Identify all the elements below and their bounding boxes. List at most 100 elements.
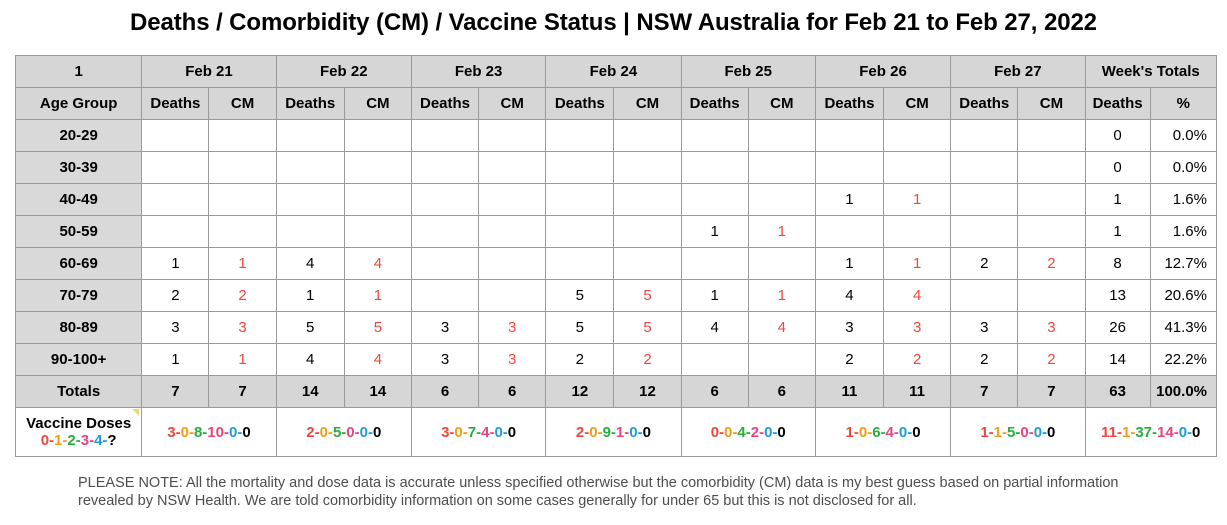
dose-sequence: 3-0-7-4-0-0 [441,424,516,441]
dose-separator: - [449,423,455,441]
cm-cell [747,119,816,152]
dose-count: 8 [193,423,203,441]
deaths-cell [545,151,615,184]
deaths-cell [141,151,210,184]
deaths-cell: 5 [545,311,615,344]
cm-total-cell: 11 [883,375,952,408]
deaths-cell [950,215,1019,248]
disclaimer-note: PLEASE NOTE: All the mortality and dose … [78,475,1119,509]
dose-separator: - [223,423,229,441]
age-group-cell: 30-39 [14,151,143,184]
dose-separator: - [893,423,899,441]
vaccine-doses-label: Vaccine Doses [26,415,132,432]
cm-cell: 1 [883,247,952,280]
day-doses-cell: 2-0-5-0-0-0 [275,407,412,457]
dose-separator: - [988,423,994,441]
cm-cell [478,247,547,280]
deaths-header: Deaths [410,87,480,120]
deaths-cell [680,119,749,152]
day-header: Feb 24 [545,55,682,88]
week-deaths-cell: 14 [1084,343,1151,376]
deaths-cell [814,215,885,248]
day-doses-cell: 1-0-6-4-0-0 [814,407,952,457]
dose-separator: - [188,423,194,441]
deaths-cell: 4 [275,343,345,376]
dose-count: 0 [764,423,773,441]
dose-sequence: 0-0-4-2-0-0 [711,424,786,441]
dose-count: 3 [167,423,176,441]
deaths-cell [275,119,345,152]
dose-separator: - [476,423,482,441]
deaths-cell: 3 [141,311,210,344]
dose-count: 1 [615,423,625,441]
table-row: 50-59 1 1 1 1.6% [14,215,1218,248]
dose-count: 0 [507,423,517,441]
deaths-cell [275,183,345,216]
deaths-cell [814,151,885,184]
dose-count: 9 [602,423,611,441]
dose-count: 0 [372,423,382,441]
dose-separator: - [367,423,373,441]
deaths-cell: 2 [141,279,210,312]
deaths-cell [545,247,615,280]
cm-cell [478,215,547,248]
cm-header: CM [478,87,547,120]
week-deaths-cell: 1 [1084,183,1151,216]
pct-cell: 1.6% [1149,215,1218,248]
day-header: Feb 21 [141,55,277,88]
dose-count: 4 [94,432,103,449]
dose-count: 0 [454,423,463,441]
deaths-cell [545,183,615,216]
dose-count: 1 [845,423,854,441]
deaths-cell: 1 [680,279,749,312]
cm-cell [613,119,682,152]
dose-count: 0 [40,432,50,449]
deaths-header: Deaths [814,87,885,120]
dose-sequence: 2-0-5-0-0-0 [306,424,381,441]
dose-count: 5 [332,423,342,441]
table-row: 20-29 0 0.0% [14,119,1218,152]
dose-separator: - [1187,423,1193,441]
week-deaths-cell: 13 [1084,279,1151,312]
dose-separator: - [610,423,616,441]
dose-count: 1 [980,423,989,441]
age-group-cell: 20-29 [14,119,143,152]
pct-cell: 0.0% [1149,119,1218,152]
deaths-cell: 3 [814,311,885,344]
dose-count: 10 [207,423,224,441]
deaths-cell [410,119,480,152]
pct-cell: 12.7% [1149,247,1218,280]
cm-header: CM [343,87,412,120]
dose-sequence: 3-0-8-10-0-0 [167,424,250,441]
cm-cell: 1 [208,247,277,280]
cm-header: CM [613,87,682,120]
cm-cell [478,183,547,216]
dose-count: 0 [710,423,720,441]
cm-cell [613,183,682,216]
dose-legend: 0-1-2-3-4-? [16,432,141,449]
deaths-cell [950,183,1019,216]
deaths-header: Deaths [680,87,749,120]
dose-count: 1 [993,423,1002,441]
dose-separator: - [584,423,590,441]
dose-count: 1 [54,432,63,449]
deaths-cell [410,151,480,184]
deaths-cell [410,215,480,248]
deaths-cell: 2 [814,343,885,376]
week-deaths-header: Deaths [1084,87,1151,120]
deaths-header: Deaths [275,87,345,120]
age-group-cell: 50-59 [14,215,143,248]
vaccine-doses-label-cell: Vaccine Doses 0-1-2-3-4-? [14,407,143,457]
deaths-table: 1 Feb 21 Feb 22 Feb 23 Feb 24 Feb 25 Feb 26 Feb… [14,55,1218,457]
dose-count: 37 [1135,423,1152,441]
cm-cell [613,215,682,248]
dose-count: 0 [359,423,368,441]
dose-count: 0 [724,423,733,441]
cm-cell: 4 [343,247,412,280]
cm-cell: 1 [747,215,816,248]
cm-cell [747,343,816,376]
dose-count: 5 [1007,423,1016,441]
page-title: Deaths / Comorbidity (CM) / Vaccine Stat… [130,9,1097,36]
dose-separator: - [867,423,873,441]
cm-cell: 1 [343,279,412,312]
